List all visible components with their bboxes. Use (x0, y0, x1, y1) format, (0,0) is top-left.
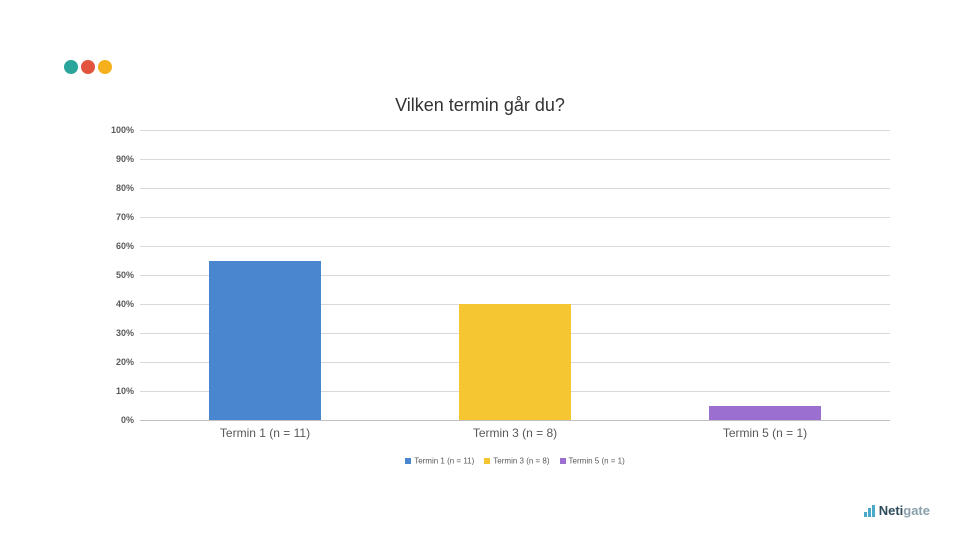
y-tick-label: 0% (98, 415, 134, 425)
x-axis-labels: Termin 1 (n = 11) Termin 3 (n = 8) Termin … (140, 426, 890, 446)
brand-name-left: Neti (879, 503, 904, 518)
plot-area: 0%10%20%30%40%50%60%70%80%90%100% (140, 130, 890, 421)
y-tick-label: 30% (98, 328, 134, 338)
y-tick-label: 10% (98, 386, 134, 396)
y-tick-label: 40% (98, 299, 134, 309)
dot-2 (81, 60, 95, 74)
chart-title: Vilken termin går du? (0, 95, 960, 116)
bar (459, 304, 572, 420)
y-tick-label: 90% (98, 154, 134, 164)
bar-chart: 0%10%20%30%40%50%60%70%80%90%100% Termin… (100, 130, 890, 420)
legend-swatch (405, 458, 411, 464)
brand-name: Netigate (879, 503, 930, 518)
legend-swatch (484, 458, 490, 464)
y-tick-label: 20% (98, 357, 134, 367)
legend-item: Termin 3 (n = 8) (484, 456, 549, 465)
y-tick-label: 70% (98, 212, 134, 222)
chart-legend: Termin 1 (n = 11) Termin 3 (n = 8) Termin … (140, 456, 890, 465)
gridline (140, 246, 890, 247)
gridline (140, 130, 890, 131)
legend-item: Termin 5 (n = 1) (560, 456, 625, 465)
gridline (140, 159, 890, 160)
dot-1 (64, 60, 78, 74)
brand-name-right: gate (903, 503, 930, 518)
x-tick-label: Termin 3 (n = 8) (473, 426, 557, 440)
dot-3 (98, 60, 112, 74)
legend-item: Termin 1 (n = 11) (405, 456, 474, 465)
legend-label: Termin 5 (n = 1) (569, 456, 625, 465)
header-dots (64, 60, 112, 74)
y-tick-label: 80% (98, 183, 134, 193)
brand-logo-block: Netigate (864, 503, 930, 518)
y-tick-label: 60% (98, 241, 134, 251)
legend-label: Termin 3 (n = 8) (493, 456, 549, 465)
bar (709, 406, 822, 421)
x-tick-label: Termin 5 (n = 1) (723, 426, 807, 440)
x-tick-label: Termin 1 (n = 11) (220, 426, 310, 440)
brand-logo-icon (864, 505, 875, 517)
gridline (140, 217, 890, 218)
y-tick-label: 100% (98, 125, 134, 135)
legend-inner: Termin 1 (n = 11) Termin 3 (n = 8) Termin … (140, 456, 890, 465)
gridline (140, 188, 890, 189)
legend-label: Termin 1 (n = 11) (414, 456, 474, 465)
legend-swatch (560, 458, 566, 464)
y-tick-label: 50% (98, 270, 134, 280)
bar (209, 261, 322, 421)
